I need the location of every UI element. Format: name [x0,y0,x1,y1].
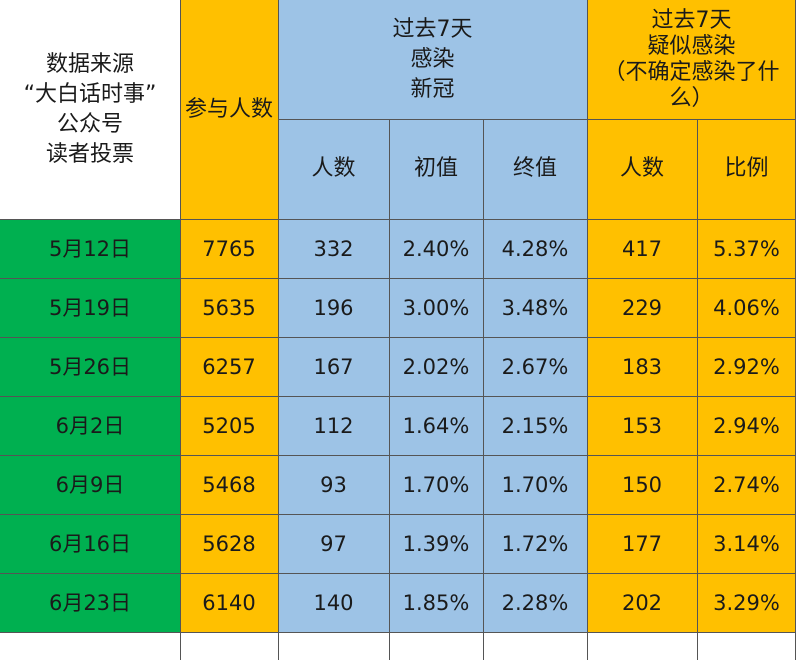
covid-count-cell: 196 [278,278,389,337]
date-cell: 5月26日 [0,337,180,396]
covid-initial-cell: 2.02% [389,337,483,396]
header-line: 数据来源 [45,51,134,77]
grid-line [278,0,279,660]
header-line: 疑似感染 [647,33,736,59]
grid-line [0,514,796,515]
grid-line [0,573,796,574]
suspected-ratio-cell: 3.14% [697,514,796,573]
grid-line [0,219,796,220]
covid-initial-cell: 1.64% [389,396,483,455]
suspected-count-cell: 177 [587,514,697,573]
header-covid-final: 终值 [483,119,587,219]
blank-cell [0,632,180,660]
grid-line [0,278,796,279]
covid-count-cell: 93 [278,455,389,514]
suspected-count-cell: 150 [587,455,697,514]
header-line: 读者投票 [45,141,134,167]
date-cell: 6月23日 [0,573,180,632]
covid-final-cell: 4.28% [483,219,587,278]
header-suspected-count: 人数 [587,119,697,219]
participants-cell: 5635 [180,278,278,337]
covid-final-cell: 2.28% [483,573,587,632]
participants-cell: 5205 [180,396,278,455]
covid-final-cell: 2.67% [483,337,587,396]
suspected-ratio-cell: 2.94% [697,396,796,455]
header-line: 感染 [410,46,455,72]
header-line: “大白话时事” [23,81,157,107]
participants-cell: 7765 [180,219,278,278]
covid-count-cell: 140 [278,573,389,632]
suspected-ratio-cell: 2.92% [697,337,796,396]
header-line: 公众号 [56,111,123,137]
header-line: （不确定感染了什 [603,59,780,85]
header-covid-initial: 初值 [389,119,483,219]
covid-count-cell: 332 [278,219,389,278]
covid-final-cell: 1.72% [483,514,587,573]
covid-initial-cell: 3.00% [389,278,483,337]
suspected-count-cell: 202 [587,573,697,632]
grid-line [697,119,698,660]
suspected-ratio-cell: 4.06% [697,278,796,337]
header-participants: 参与人数 [180,0,278,219]
grid-line [0,337,796,338]
grid-line [0,455,796,456]
blank-cell [389,632,483,660]
grid-line [483,119,484,660]
covid-count-cell: 112 [278,396,389,455]
covid-final-cell: 3.48% [483,278,587,337]
suspected-count-cell: 229 [587,278,697,337]
header-suspected-ratio: 比例 [697,119,796,219]
covid-final-cell: 2.15% [483,396,587,455]
header-line: 过去7天 [392,16,473,42]
blank-cell [180,632,278,660]
covid-initial-cell: 1.70% [389,455,483,514]
blank-cell [278,632,389,660]
suspected-count-cell: 417 [587,219,697,278]
header-line: 新冠 [410,76,455,102]
suspected-count-cell: 183 [587,337,697,396]
grid-line [0,396,796,397]
grid-line [180,0,181,660]
suspected-ratio-cell: 3.29% [697,573,796,632]
covid-initial-cell: 1.39% [389,514,483,573]
blank-cell [587,632,697,660]
covid-initial-cell: 1.85% [389,573,483,632]
header-line: 么） [669,85,714,111]
grid-line [278,119,796,120]
participants-cell: 6140 [180,573,278,632]
participants-cell: 5468 [180,455,278,514]
covid-initial-cell: 2.40% [389,219,483,278]
date-cell: 6月9日 [0,455,180,514]
covid-count-cell: 167 [278,337,389,396]
suspected-count-cell: 153 [587,396,697,455]
grid-line [0,632,796,633]
suspected-ratio-cell: 5.37% [697,219,796,278]
participants-cell: 5628 [180,514,278,573]
date-cell: 5月19日 [0,278,180,337]
header-line: 过去7天 [651,7,732,33]
header-covid-group: 过去7天感染新冠 [278,0,587,119]
blank-cell [697,632,796,660]
blank-cell [483,632,587,660]
header-source: 数据来源 “大白话时事” 公众号读者投票 [0,0,180,219]
covid-final-cell: 1.70% [483,455,587,514]
date-cell: 6月16日 [0,514,180,573]
date-cell: 5月12日 [0,219,180,278]
participants-cell: 6257 [180,337,278,396]
suspected-ratio-cell: 2.74% [697,455,796,514]
date-cell: 6月2日 [0,396,180,455]
grid-line [587,0,588,660]
covid-count-cell: 97 [278,514,389,573]
header-covid-count: 人数 [278,119,389,219]
grid-line [389,119,390,660]
header-suspected-group: 过去7天 疑似感染 （不确定感染了什 么） [587,0,796,119]
